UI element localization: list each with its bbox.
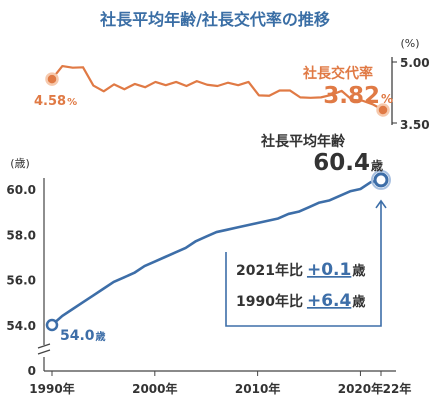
- turnover-end-point: [376, 103, 390, 117]
- turnover-series-name-label: 社長交代率: [302, 65, 373, 82]
- age-y-tick-label: 60.0: [6, 183, 36, 197]
- change-callout-bracket: [225, 201, 382, 327]
- age-y-tick-label: 0: [28, 364, 36, 378]
- age-x-tick-label: 2010年: [235, 381, 280, 396]
- age-y-ticks: 60.0 58.0 56.0 54.0 0: [6, 183, 36, 378]
- age-series-name-label: 社長平均年齢: [260, 133, 346, 150]
- change-annotation-1990: 1990年比 +6.4歳: [236, 291, 365, 311]
- turnover-start-value-label: 4.58%: [34, 94, 77, 109]
- age-x-tick-label: 1990年: [29, 381, 74, 396]
- turnover-end-value-label: 3.82%: [323, 83, 393, 109]
- turnover-series-line: [51, 64, 384, 111]
- age-y-unit: (歳): [10, 157, 30, 170]
- turnover-points: [45, 72, 390, 117]
- age-points: [45, 169, 391, 332]
- age-y-tick-label: 58.0: [6, 228, 36, 242]
- age-x-tick-label: 22年: [383, 381, 412, 396]
- age-end-point-halo: [371, 169, 391, 190]
- age-y-tick-label: 54.0: [6, 319, 36, 333]
- age-x-tick-label: 2020年: [338, 381, 383, 396]
- age-x-tick-label: 2000年: [132, 381, 177, 396]
- age-series-line: [51, 178, 382, 326]
- turnover-chart: (%) 5.00 3.50 4.58% 社長交代率 3.82%: [34, 37, 430, 132]
- age-end-value-label: 60.4歳: [313, 150, 383, 176]
- turnover-y-unit: (%): [400, 37, 419, 50]
- turnover-y-tick-label: 3.50: [400, 118, 430, 132]
- age-chart: (歳) 60.0 58.0 56.0 54.0 0 1990年 2000年 2010年 202…: [6, 133, 411, 396]
- age-start-value-label: 54.0歳: [60, 328, 106, 344]
- callout-arrow-icon: [375, 199, 387, 209]
- turnover-y-tick-label: 5.00: [400, 56, 430, 70]
- age-start-point: [45, 318, 59, 332]
- turnover-start-point: [45, 72, 59, 86]
- chart-title: 社長平均年齢/社長交代率の推移: [99, 10, 330, 29]
- age-y-tick-label: 56.0: [6, 274, 36, 288]
- change-annotation-2021: 2021年比 +0.1歳: [236, 260, 365, 280]
- age-end-point: [373, 172, 389, 188]
- age-x-ticks: 1990年 2000年 2010年 2020年 22年: [29, 371, 411, 396]
- axis-break-icon: [37, 343, 51, 355]
